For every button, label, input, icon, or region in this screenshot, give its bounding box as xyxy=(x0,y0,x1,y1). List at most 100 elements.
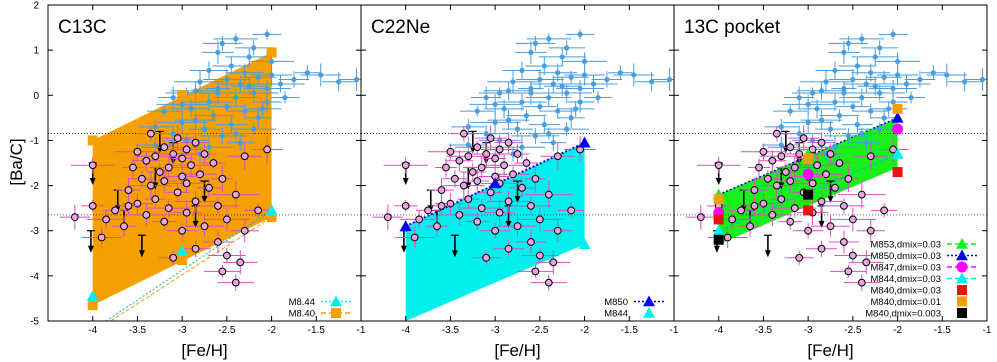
cemp-star-point xyxy=(182,179,191,188)
halo-star-point xyxy=(555,108,561,114)
halo-star-point xyxy=(546,36,552,42)
halo-star xyxy=(526,33,572,45)
y-tick-label: 0 xyxy=(33,91,39,102)
halo-star xyxy=(540,103,576,119)
cemp-star xyxy=(372,204,403,230)
halo-star xyxy=(782,94,834,115)
legend-label: M8.40 xyxy=(289,309,315,320)
halo-star-point xyxy=(519,99,525,105)
cemp-star-point xyxy=(535,215,544,224)
cemp-star-point xyxy=(527,201,535,210)
y-tick-label: 2 xyxy=(33,1,39,12)
cemp-star-point xyxy=(790,204,799,213)
cemp-star xyxy=(208,247,246,264)
halo-star-point xyxy=(859,36,865,42)
cemp-star xyxy=(471,250,501,265)
cemp-star xyxy=(505,144,530,164)
halo-star xyxy=(212,56,251,75)
model-marker xyxy=(266,212,277,223)
upper-limit xyxy=(450,234,459,258)
halo-star-point xyxy=(233,94,239,101)
cemp-star-point xyxy=(723,233,732,242)
upper-limit-arrow xyxy=(764,250,771,258)
cemp-star-point xyxy=(553,226,562,235)
cemp-star-point xyxy=(160,143,169,152)
x-tick-label: -2.5 xyxy=(844,325,862,336)
cemp-star xyxy=(696,156,741,174)
cemp-star-point xyxy=(831,183,839,192)
halo-star-point xyxy=(841,49,847,56)
cemp-star-point xyxy=(714,161,723,170)
halo-star xyxy=(484,99,524,119)
halo-star xyxy=(227,103,263,119)
halo-star-point xyxy=(872,83,878,89)
cemp-star-point xyxy=(464,195,473,204)
halo-star-point xyxy=(233,36,239,42)
halo-star xyxy=(517,81,545,105)
cemp-star xyxy=(114,143,161,160)
model-marker xyxy=(892,167,903,178)
halo-star-point xyxy=(577,31,583,37)
halo-star-point xyxy=(264,99,270,105)
halo-star-point xyxy=(528,90,534,96)
cemp-star xyxy=(202,230,234,254)
halo-star xyxy=(483,81,534,101)
cemp-star xyxy=(728,204,754,217)
halo-star xyxy=(634,72,669,92)
cemp-star xyxy=(122,158,144,177)
cemp-star xyxy=(167,173,206,193)
cemp-star xyxy=(179,240,212,257)
cemp-star-point xyxy=(459,181,468,190)
halo-star xyxy=(861,40,899,56)
halo-star-point xyxy=(595,94,601,101)
legend-label: M840,dmix=0.03 xyxy=(871,286,942,297)
halo-star-point xyxy=(184,137,190,144)
halo-star-point xyxy=(649,79,655,85)
cemp-star-point xyxy=(482,253,491,262)
cemp-star-point xyxy=(151,195,160,204)
cemp-star-point xyxy=(473,217,482,226)
halo-star xyxy=(469,94,521,115)
halo-star xyxy=(947,72,982,92)
cemp-star-point xyxy=(102,215,111,224)
legend: M853,dmix=0.03M850,dmix=0.03M847,dmix=0.… xyxy=(865,238,977,320)
halo-star-point xyxy=(859,94,865,101)
panel-1: -4 -3.5 -3 -2.5 -2 -1.5 -1 -5 -4 -3 -2 -1 0 1 2 [Fe/H] C… xyxy=(30,1,366,361)
cemp-star-point xyxy=(495,208,504,217)
cemp-star-point xyxy=(146,129,155,138)
cemp-star-point xyxy=(844,267,853,276)
halo-star xyxy=(189,61,229,80)
upper-limit-arrow xyxy=(505,220,512,228)
cemp-star xyxy=(524,180,573,209)
cemp-star-point xyxy=(795,150,804,158)
cemp-star-point xyxy=(124,201,133,210)
halo-star xyxy=(523,101,557,112)
cemp-star-point xyxy=(222,251,231,260)
cemp-star-point xyxy=(786,177,795,185)
halo-star xyxy=(215,116,247,133)
cemp-star-point xyxy=(164,163,173,172)
cemp-star-point xyxy=(437,186,446,194)
halo-star-point xyxy=(260,106,266,112)
halo-star xyxy=(842,127,881,140)
cemp-star-point xyxy=(527,238,535,246)
cemp-star xyxy=(829,207,876,232)
halo-star-point xyxy=(859,131,865,137)
halo-star-point xyxy=(510,79,516,85)
cemp-star xyxy=(480,222,511,239)
halo-star xyxy=(857,76,894,96)
cemp-star-point xyxy=(88,201,97,210)
cemp-star-point xyxy=(191,197,200,206)
cemp-star-point xyxy=(817,138,826,147)
halo-star xyxy=(460,105,495,117)
cemp-star-point xyxy=(535,251,544,260)
cemp-star-point xyxy=(442,163,450,172)
cemp-star-point xyxy=(786,143,795,152)
cemp-star-point xyxy=(509,170,517,179)
cemp-star xyxy=(755,170,781,188)
halo-star xyxy=(830,81,858,105)
cemp-star xyxy=(394,226,435,249)
halo-star-point xyxy=(291,76,297,83)
halo-star-point xyxy=(353,76,360,83)
halo-star-point xyxy=(555,70,561,76)
